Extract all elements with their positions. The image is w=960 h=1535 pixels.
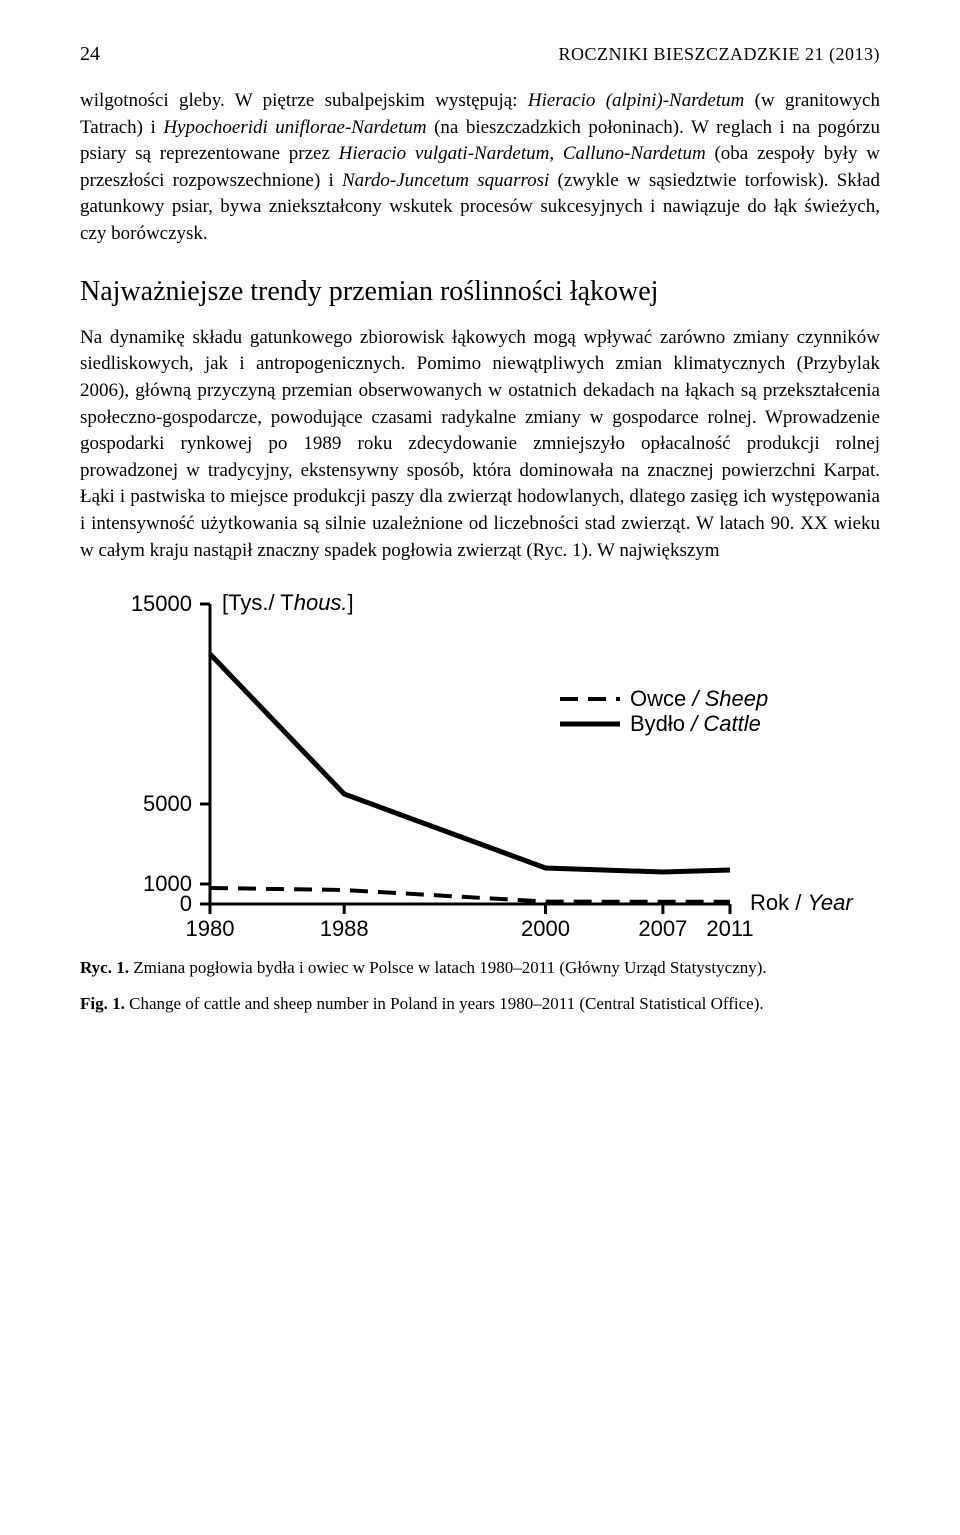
- caption-ryc: Ryc. 1. Zmiana pogłowia bydła i owiec w …: [80, 956, 880, 980]
- paragraph-1: wilgotności gleby. W piętrze subalpejski…: [80, 88, 880, 248]
- svg-text:0: 0: [180, 891, 192, 916]
- p1-text: wilgotności gleby. W piętrze subalpejski…: [80, 90, 528, 111]
- journal-title: ROCZNIKI BIESZCZADZKIE 21 (2013): [559, 42, 880, 67]
- taxon-italic: Nardo-Juncetum squarrosi: [342, 170, 549, 191]
- caption-text: Change of cattle and sheep number in Pol…: [125, 994, 764, 1013]
- svg-text:2000: 2000: [521, 916, 570, 941]
- svg-text:15000: 15000: [131, 591, 192, 616]
- svg-text:2011: 2011: [706, 916, 753, 941]
- chart-svg: 1500050001000019801988200020072011[Tys./…: [80, 584, 880, 944]
- caption-label: Ryc. 1.: [80, 958, 129, 977]
- p1-text: ,: [549, 143, 563, 164]
- taxon-italic: Calluno-Nardetum: [563, 143, 706, 164]
- svg-text:Owce / Sheep: Owce / Sheep: [630, 686, 768, 711]
- svg-text:1988: 1988: [320, 916, 369, 941]
- caption-text: Zmiana pogłowia bydła i owiec w Polsce w…: [129, 958, 767, 977]
- svg-text:Bydło / Cattle: Bydło / Cattle: [630, 711, 761, 736]
- section-heading: Najważniejsze trendy przemian roślinnośc…: [80, 272, 880, 311]
- taxon-italic: Hieracio (alpini)-Nardetum: [528, 90, 744, 111]
- page-number: 24: [80, 40, 100, 68]
- svg-text:5000: 5000: [143, 791, 192, 816]
- taxon-italic: Hypochoeridi uniflorae-Nardetum: [163, 117, 426, 138]
- caption-label: Fig. 1.: [80, 994, 125, 1013]
- svg-text:[Tys./ Thous.]: [Tys./ Thous.]: [222, 590, 354, 615]
- caption-fig: Fig. 1. Change of cattle and sheep numbe…: [80, 992, 880, 1016]
- paragraph-2: Na dynamikę składu gatunkowego zbiorowis…: [80, 325, 880, 564]
- livestock-chart: 1500050001000019801988200020072011[Tys./…: [80, 584, 880, 944]
- taxon-italic: Hieracio vulgati-Nardetum: [339, 143, 550, 164]
- svg-text:Rok / Year: Rok / Year: [750, 890, 854, 915]
- svg-text:1980: 1980: [186, 916, 235, 941]
- page-header: 24 ROCZNIKI BIESZCZADZKIE 21 (2013): [80, 40, 880, 68]
- svg-text:2007: 2007: [638, 916, 687, 941]
